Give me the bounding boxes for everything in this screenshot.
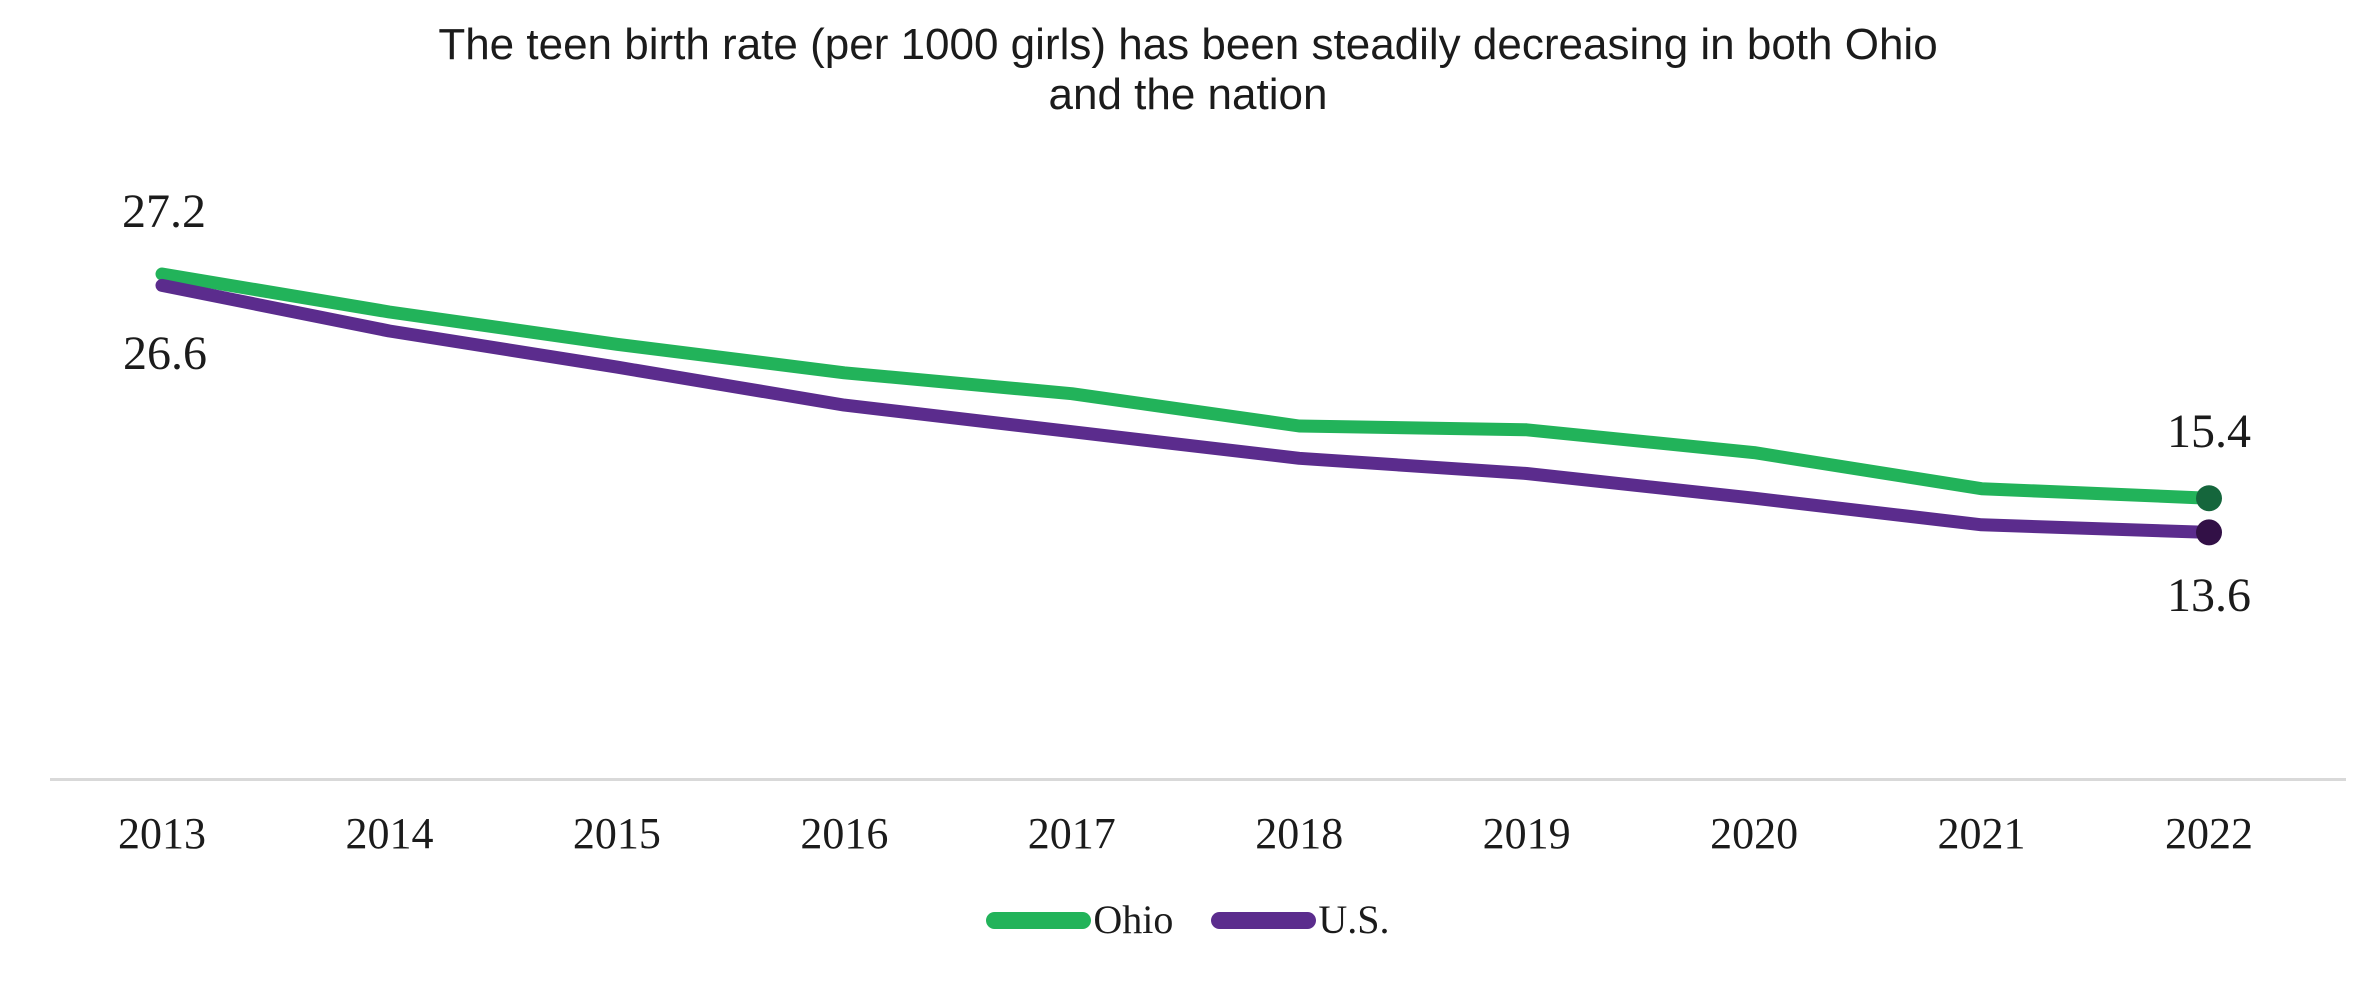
legend: Ohio U.S. — [0, 900, 2376, 940]
data-label-ohio-2022: 15.4 — [2167, 405, 2251, 458]
legend-item-us: U.S. — [1211, 897, 1390, 942]
data-label-us-2013: 26.6 — [123, 327, 207, 380]
line-ohio — [155, 267, 2216, 505]
x-axis-label: 2013 — [118, 809, 206, 858]
chart-title-line2: and the nation — [1048, 70, 1328, 119]
data-label-us-2022: 13.6 — [2167, 569, 2251, 622]
line-us — [155, 278, 2216, 539]
endpoint-dot-ohio — [2196, 485, 2222, 512]
x-axis-label: 2021 — [1937, 809, 2026, 858]
x-axis-label: 2017 — [1027, 809, 1116, 858]
legend-label-ohio: Ohio — [1093, 897, 1174, 942]
legend-swatch-us — [1211, 911, 1317, 929]
x-axis-label: 2014 — [345, 809, 434, 858]
endpoint-dot-us — [2196, 519, 2222, 546]
x-axis-label: 2022 — [2164, 809, 2253, 858]
x-axis-label: 2016 — [800, 809, 889, 858]
x-axis-label: 2018 — [1255, 809, 1344, 858]
chart-title: The teen birth rate (per 1000 girls) has… — [0, 20, 2376, 120]
legend-swatch-ohio — [986, 911, 1092, 929]
legend-label-us: U.S. — [1318, 897, 1390, 942]
x-axis-line — [50, 778, 2346, 781]
x-axis-label: 2015 — [572, 809, 661, 858]
legend-item-ohio: Ohio — [986, 900, 1173, 940]
x-axis-label: 2020 — [1710, 809, 1799, 858]
x-axis-label: 2019 — [1482, 809, 1571, 858]
x-axis: 2013 2014 2015 2016 2017 2018 2019 2020 … — [0, 812, 2376, 862]
data-label-ohio-2013: 27.2 — [122, 185, 206, 238]
chart-title-line1: The teen birth rate (per 1000 girls) has… — [438, 20, 1938, 69]
